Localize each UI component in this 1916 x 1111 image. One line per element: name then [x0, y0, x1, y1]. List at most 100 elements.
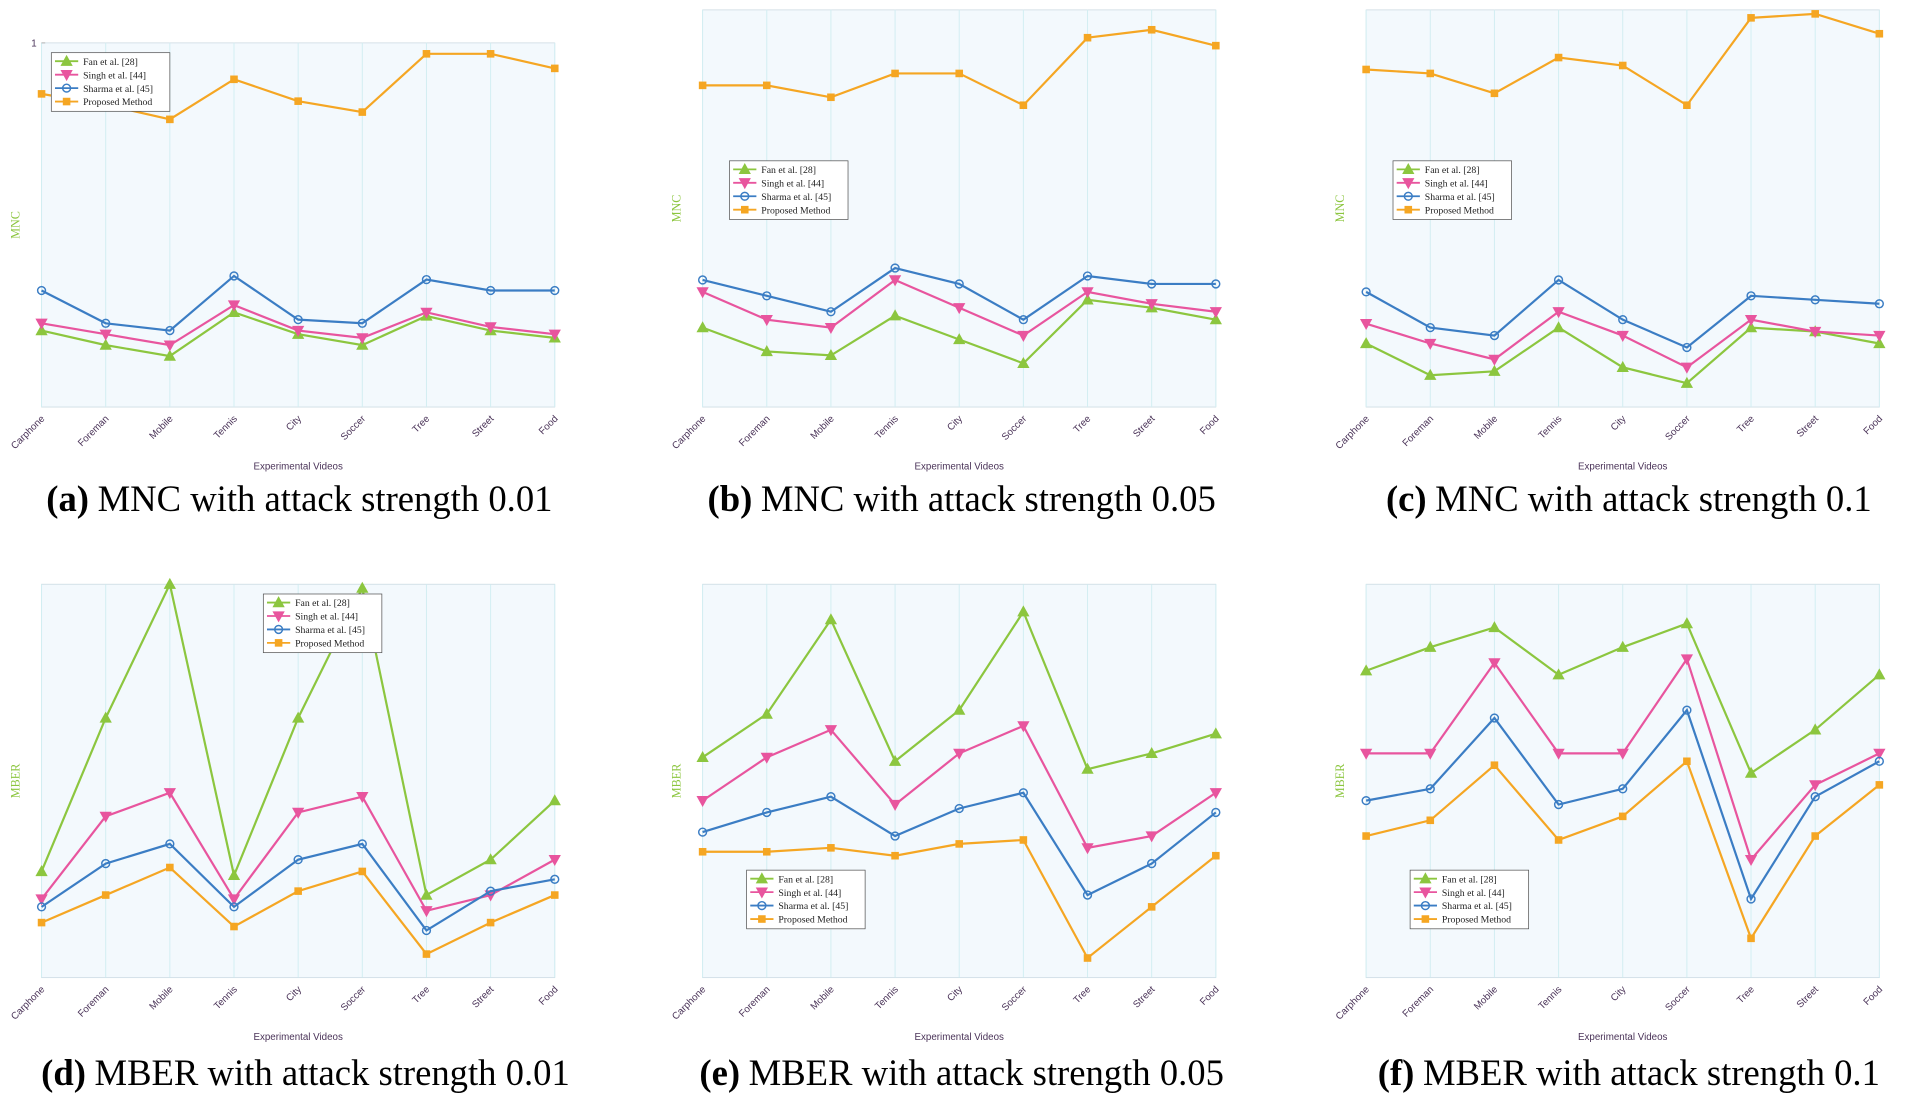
caption: (b) MNC with attack strength 0.05	[708, 478, 1216, 519]
series-line	[40, 842, 555, 932]
series-line	[702, 791, 1217, 897]
marker	[358, 867, 367, 876]
marker	[1553, 275, 1564, 285]
marker	[421, 274, 432, 285]
marker	[550, 64, 559, 73]
legend-label: Singh et al. [44]	[1425, 178, 1488, 189]
marker	[1747, 14, 1755, 22]
marker	[827, 93, 835, 102]
marker	[1683, 101, 1691, 110]
x-tick-label: Food	[537, 984, 561, 1008]
x-tick-label: Tree	[1072, 414, 1094, 436]
marker	[826, 307, 836, 317]
marker	[294, 887, 302, 895]
legend: Fan et al. [28] Singh et al. [44] Sharma e…	[1392, 160, 1512, 220]
marker	[1019, 836, 1028, 844]
marker	[1744, 854, 1758, 867]
y-axis-label: MNC	[9, 211, 23, 239]
marker	[163, 577, 176, 589]
y-axis-label: MBER	[670, 763, 684, 798]
y-axis-label: MNC	[670, 195, 684, 223]
marker	[1081, 843, 1094, 855]
series-line	[41, 274, 555, 332]
marker	[1147, 279, 1157, 289]
marker	[738, 162, 751, 175]
x-axis-label: Experimental Videos	[915, 1032, 1005, 1043]
marker	[229, 271, 239, 281]
marker	[550, 891, 559, 899]
marker	[1680, 362, 1694, 374]
x-tick-label: Mobile	[1472, 984, 1500, 1012]
series-line	[1365, 707, 1880, 902]
marker	[1810, 792, 1820, 802]
marker	[227, 894, 241, 906]
marker	[755, 872, 769, 884]
marker	[166, 115, 174, 124]
marker	[1426, 69, 1435, 78]
y-tick-label: 1	[31, 39, 36, 50]
marker	[484, 322, 497, 334]
marker	[1419, 872, 1432, 884]
marker	[35, 894, 48, 906]
marker	[824, 349, 838, 361]
marker	[1873, 748, 1886, 760]
marker	[293, 854, 303, 865]
x-tick-label: Food	[1198, 414, 1222, 438]
marker	[1744, 315, 1758, 327]
marker	[757, 900, 767, 911]
marker	[1211, 279, 1221, 289]
marker	[1147, 858, 1157, 869]
panel: Carphone Foreman Mobile Tennis City Soccer Tre…	[9, 39, 561, 519]
marker	[420, 307, 433, 319]
marker	[273, 624, 284, 635]
marker	[1145, 831, 1158, 843]
marker	[1746, 894, 1756, 904]
legend-label: Fan et al. [28]	[778, 874, 833, 885]
x-tick-label: Carphone	[9, 984, 47, 1022]
marker	[1081, 287, 1094, 299]
marker	[227, 868, 241, 881]
caption: (d) MBER with attack strength 0.01	[41, 1052, 570, 1093]
marker	[1083, 954, 1092, 962]
marker	[1209, 313, 1222, 325]
marker	[548, 329, 561, 341]
marker	[358, 108, 367, 116]
x-axis-label: Experimental Videos	[915, 461, 1005, 472]
marker	[1811, 10, 1819, 18]
x-tick-label: City	[945, 984, 965, 1004]
x-tick-label: Soccer	[1663, 413, 1693, 443]
legend-label: Fan et al. [28]	[761, 165, 816, 176]
marker	[1552, 668, 1565, 680]
marker	[1809, 326, 1822, 338]
caption: (f) MBER with attack strength 0.1	[1378, 1052, 1880, 1093]
marker	[292, 711, 305, 723]
marker	[1875, 29, 1884, 38]
marker	[762, 847, 771, 856]
marker	[826, 792, 836, 802]
marker	[484, 853, 497, 865]
marker	[1402, 178, 1415, 190]
marker	[1145, 299, 1158, 311]
marker	[1359, 318, 1373, 331]
marker	[955, 840, 964, 848]
x-axis-label: Experimental Videos	[253, 461, 343, 472]
legend: Fan et al. [28] Singh et al. [44] Sharma e…	[262, 593, 383, 654]
marker	[1680, 617, 1694, 629]
x-tick-label: Tennis	[873, 984, 901, 1012]
marker	[486, 918, 495, 927]
caption-label: (e)	[699, 1052, 740, 1093]
marker	[550, 874, 560, 884]
legend-label: Fan et al. [28]	[1442, 874, 1497, 885]
marker	[421, 925, 432, 936]
marker	[697, 827, 708, 837]
legend-label: Proposed Method	[761, 205, 830, 216]
marker	[1618, 812, 1627, 821]
x-tick-label: Mobile	[809, 984, 837, 1012]
marker	[1618, 315, 1628, 325]
marker	[1552, 748, 1565, 760]
marker	[1554, 836, 1563, 844]
marker	[1359, 664, 1373, 676]
x-tick-label: Tree	[1735, 414, 1757, 436]
x-tick-label: Tennis	[1537, 984, 1565, 1012]
marker	[99, 338, 112, 350]
